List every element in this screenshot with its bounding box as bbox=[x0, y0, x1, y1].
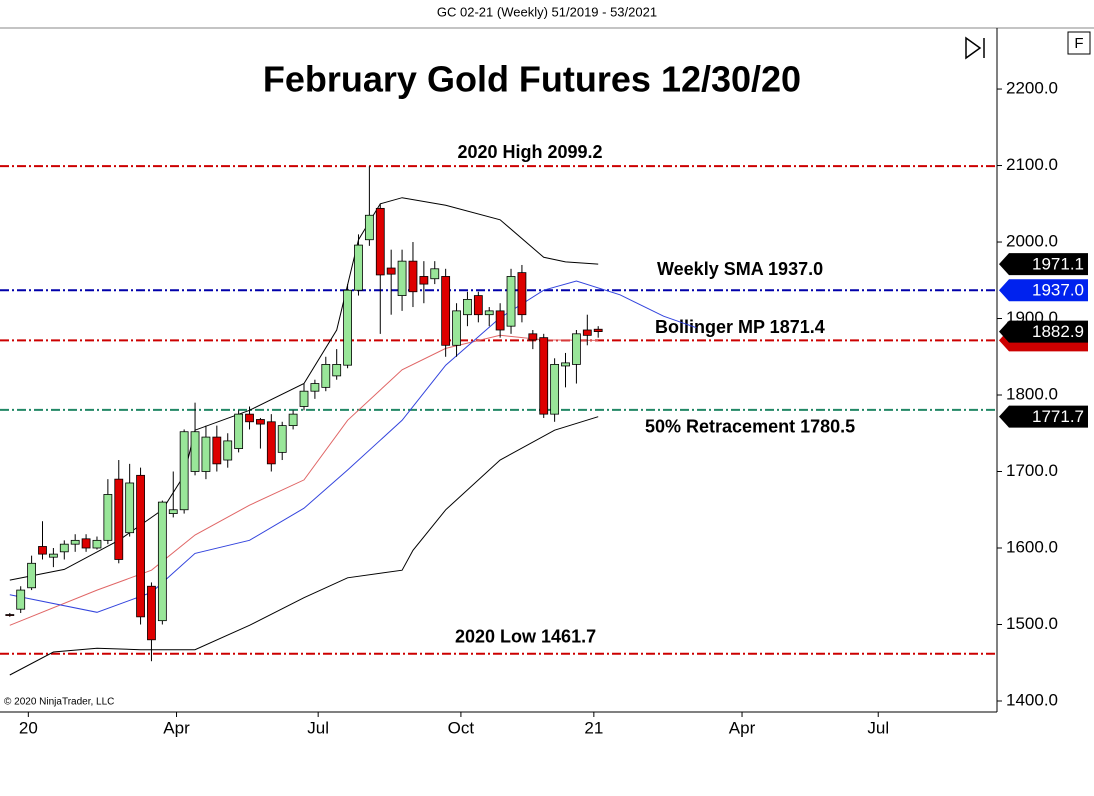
candle-body bbox=[125, 482, 135, 534]
x-tick-label: 21 bbox=[584, 718, 603, 737]
candle-body bbox=[408, 260, 418, 293]
y-tick-label: 1800.0 bbox=[1006, 384, 1058, 403]
candle-body bbox=[190, 431, 200, 472]
x-tick-label: Apr bbox=[729, 718, 756, 737]
indicator-line bbox=[9, 416, 599, 676]
candle-body bbox=[38, 546, 47, 555]
candle-body bbox=[430, 268, 440, 280]
candle-body bbox=[114, 478, 124, 560]
chart-title: February Gold Futures 12/30/20 bbox=[263, 59, 801, 100]
x-tick-label: Oct bbox=[448, 718, 475, 737]
candle-body bbox=[495, 310, 505, 331]
candle-body bbox=[528, 333, 538, 341]
header: GC 02-21 (Weekly) 51/2019 - 53/2021 bbox=[437, 4, 657, 19]
candle-body bbox=[354, 244, 363, 291]
candle-body bbox=[364, 214, 374, 241]
candle-body bbox=[256, 419, 265, 425]
candle-body bbox=[136, 474, 145, 618]
candle-body bbox=[157, 501, 167, 622]
indicator-line bbox=[9, 334, 599, 626]
candle-body bbox=[321, 364, 331, 388]
indicator-line bbox=[9, 280, 697, 613]
candle-body bbox=[332, 364, 342, 377]
candle-body bbox=[299, 390, 309, 407]
candle-body bbox=[419, 276, 429, 285]
f-button-label[interactable]: F bbox=[1074, 35, 1083, 52]
candle-body bbox=[277, 425, 287, 453]
candle-body bbox=[234, 413, 244, 449]
level-label: 50% Retracement 1780.5 bbox=[645, 417, 855, 437]
f-button[interactable] bbox=[1067, 31, 1091, 55]
candle-body bbox=[441, 276, 451, 346]
candle-body bbox=[484, 310, 494, 316]
price-tag bbox=[999, 279, 1088, 302]
candle-body bbox=[572, 333, 581, 365]
play-triangle[interactable] bbox=[965, 36, 982, 60]
candle-body bbox=[506, 276, 516, 327]
candle-body bbox=[473, 295, 483, 316]
candle-body bbox=[103, 494, 113, 541]
candle-body bbox=[179, 431, 189, 511]
candle-body bbox=[582, 329, 592, 336]
y-tick-label: 2000.0 bbox=[1006, 232, 1058, 251]
x-tick-label: Jul bbox=[867, 718, 889, 737]
indicator-line bbox=[9, 197, 599, 581]
candle-body bbox=[386, 267, 396, 275]
candle-body bbox=[550, 364, 560, 415]
candle-body bbox=[517, 272, 527, 316]
candle-body bbox=[452, 310, 461, 346]
candle-body bbox=[147, 585, 156, 641]
copyright: © 2020 NinjaTrader, LLC bbox=[4, 697, 114, 708]
level-label: 2020 High 2099.2 bbox=[457, 142, 602, 162]
candle-body bbox=[92, 539, 102, 549]
candle-body bbox=[201, 436, 211, 472]
x-tick-label: Jul bbox=[307, 718, 329, 737]
candle-body bbox=[561, 362, 570, 367]
level-label: Weekly SMA 1937.0 bbox=[657, 259, 823, 279]
candle-body bbox=[593, 328, 603, 333]
y-tick-label: 1400.0 bbox=[1006, 690, 1058, 709]
price-tag-label: 1971.1 bbox=[1032, 255, 1084, 274]
x-tick-label: Apr bbox=[163, 718, 190, 737]
candle-body bbox=[463, 298, 472, 316]
candle-body bbox=[288, 413, 298, 427]
y-tick-label: 2100.0 bbox=[1006, 155, 1058, 174]
candle-body bbox=[59, 543, 69, 553]
candle-body bbox=[81, 538, 91, 549]
candle-body bbox=[27, 562, 36, 589]
candle-body bbox=[212, 436, 222, 465]
candle-body bbox=[16, 589, 26, 610]
price-tag-label: 1771.7 bbox=[1032, 407, 1084, 426]
candle-body bbox=[343, 289, 352, 366]
candle-body bbox=[48, 553, 58, 558]
candle-body bbox=[245, 413, 254, 423]
candle-body bbox=[168, 509, 178, 514]
x-tick-label: 20 bbox=[19, 718, 38, 737]
price-tag-label: 1882.9 bbox=[1032, 322, 1084, 341]
candle-body bbox=[375, 207, 385, 276]
price-tag-label: 1937.0 bbox=[1032, 281, 1084, 300]
candle-body bbox=[539, 337, 549, 415]
candle-body bbox=[223, 440, 233, 461]
y-tick-label: 1700.0 bbox=[1006, 461, 1058, 480]
candle-body bbox=[266, 421, 276, 465]
y-tick-label: 1500.0 bbox=[1006, 614, 1058, 633]
price-tag bbox=[999, 405, 1088, 428]
candle-body bbox=[310, 383, 320, 392]
y-tick-label: 2200.0 bbox=[1006, 79, 1058, 98]
price-tag bbox=[999, 253, 1088, 276]
candle-body bbox=[70, 539, 80, 545]
y-tick-label: 1600.0 bbox=[1006, 537, 1058, 556]
level-label: Bollinger MP 1871.4 bbox=[655, 317, 825, 337]
play-icon[interactable] bbox=[965, 36, 985, 60]
price-tag bbox=[999, 320, 1088, 343]
candle-body bbox=[5, 614, 15, 616]
level-label: 2020 Low 1461.7 bbox=[455, 627, 596, 647]
candle-body bbox=[397, 260, 407, 296]
